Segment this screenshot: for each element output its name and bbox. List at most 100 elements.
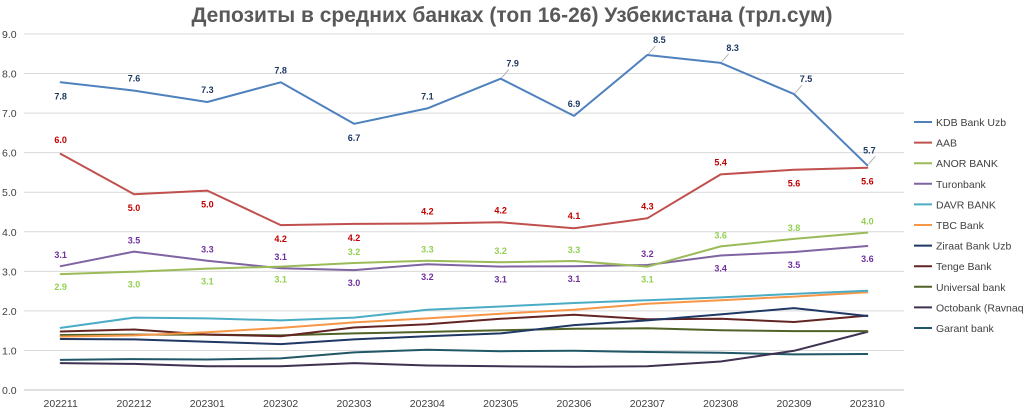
data-label: 3.8 (788, 223, 801, 233)
legend-entry: DAVR BANK (936, 199, 996, 211)
series-lines (59, 54, 869, 368)
series-line (59, 245, 869, 272)
data-label: 6.7 (348, 133, 361, 143)
series-line (59, 54, 869, 167)
data-label: 7.9 (506, 59, 519, 69)
data-label: 3.3 (201, 245, 214, 255)
data-label: 3.1 (274, 275, 287, 285)
data-label: 6.9 (568, 99, 581, 109)
y-tick-label: 4.0 (2, 227, 17, 239)
gridlines (24, 33, 904, 391)
data-label: 5.6 (788, 179, 801, 189)
x-tick-label: 202212 (116, 398, 151, 410)
label-leader (721, 53, 729, 63)
legend-entry: TBC Bank (936, 220, 985, 232)
legend-entry: Ziraat Bank Uzb (936, 241, 1011, 253)
axes: 0.0 1.0 2.0 3.0 4.0 5.0 6.0 7.0 8.0 9.0 202211 2022… (2, 29, 904, 410)
data-label: 3.3 (421, 245, 434, 255)
y-tick-label: 2.0 (2, 306, 17, 318)
series-line (59, 330, 869, 368)
legend-entry: Universal bank (936, 282, 1006, 294)
series-line (59, 307, 869, 346)
data-label: 4.2 (494, 205, 507, 215)
series-line (59, 289, 869, 329)
data-label: 2.9 (54, 282, 67, 292)
legend-entry: Turonbank (936, 179, 987, 191)
series-line (59, 152, 869, 230)
data-label: 3.1 (641, 275, 654, 285)
x-tick-label: 202305 (483, 398, 518, 410)
x-tick-label: 202310 (850, 398, 885, 410)
data-label: 3.1 (274, 252, 287, 262)
legend-entry: Octobank (Ravnaq) (936, 302, 1024, 314)
data-labels: 7.8 7.6 7.3 7.8 6.7 7.1 7.9 6.9 8.5 8.3 7.5 5.7 6.0 5… (54, 35, 876, 292)
y-tick-label: 1.0 (2, 345, 17, 357)
x-tick-label: 202306 (556, 398, 591, 410)
series-line (59, 231, 869, 276)
x-tick-label: 202309 (776, 398, 811, 410)
data-label: 4.3 (641, 201, 654, 211)
label-leader (648, 45, 656, 55)
data-label: 4.2 (421, 206, 434, 216)
data-label: 3.1 (54, 250, 67, 260)
data-label: 4.1 (568, 211, 581, 221)
data-label: 3.0 (128, 280, 141, 290)
series-line (59, 291, 869, 338)
label-leader (501, 69, 509, 78)
data-label: 3.6 (861, 254, 874, 264)
label-leader (794, 84, 803, 94)
data-label: 3.4 (714, 264, 727, 274)
data-label: 3.3 (568, 245, 581, 255)
y-tick-label: 7.0 (2, 108, 17, 120)
x-tick-label: 202307 (630, 398, 665, 410)
data-label: 3.2 (421, 272, 434, 282)
data-label: 7.5 (800, 74, 813, 84)
data-label: 5.4 (714, 157, 727, 167)
y-tick-label: 0.0 (2, 385, 17, 397)
label-leader (868, 156, 876, 165)
data-label: 3.1 (568, 274, 581, 284)
legend: KDB Bank Uzb AAB ANOR BANK Turonbank DAVR BA… (914, 117, 1024, 335)
y-tick-label: 3.0 (2, 266, 17, 278)
legend-entry: AAB (936, 138, 957, 150)
data-label: 8.3 (726, 43, 739, 53)
series-line (59, 348, 869, 361)
data-label: 4.0 (861, 217, 874, 227)
data-label: 5.7 (863, 145, 876, 155)
data-label: 3.6 (714, 230, 727, 240)
data-label: 3.1 (494, 275, 507, 285)
x-tick-label: 202211 (44, 398, 78, 410)
chart-title: Депозиты в средних банках (топ 16-26) Уз… (191, 4, 833, 27)
data-label: 3.2 (348, 247, 361, 257)
legend-entry: ANOR BANK (936, 158, 998, 170)
data-label: 4.2 (348, 233, 361, 243)
data-label: 7.8 (54, 91, 67, 101)
x-tick-label: 202304 (410, 398, 445, 410)
y-tick-label: 5.0 (2, 187, 17, 199)
x-tick-label: 202301 (190, 398, 225, 410)
x-tick-label: 202302 (263, 398, 298, 410)
y-tick-label: 8.0 (2, 69, 17, 81)
series-line (59, 313, 869, 338)
y-tick-label: 6.0 (2, 148, 17, 160)
y-tick-label: 9.0 (2, 29, 17, 41)
data-label: 5.0 (201, 200, 214, 210)
data-label: 7.6 (128, 74, 141, 84)
data-label: 3.5 (128, 236, 141, 246)
data-label: 5.6 (861, 177, 874, 187)
data-label: 4.2 (274, 234, 287, 244)
data-label: 8.5 (653, 35, 666, 45)
legend-entry: Tenge Bank (936, 261, 992, 273)
data-label: 3.2 (494, 246, 507, 256)
x-tick-label: 202303 (336, 398, 371, 410)
x-tick-label: 202308 (703, 398, 738, 410)
data-label: 3.2 (641, 249, 654, 259)
data-label: 3.5 (788, 260, 801, 270)
data-label: 3.1 (201, 277, 214, 287)
legend-entry: Garant bank (936, 323, 995, 335)
data-label: 7.8 (274, 65, 287, 75)
data-label: 7.3 (201, 85, 214, 95)
legend-entry: KDB Bank Uzb (936, 117, 1006, 129)
data-label: 5.0 (128, 203, 141, 213)
